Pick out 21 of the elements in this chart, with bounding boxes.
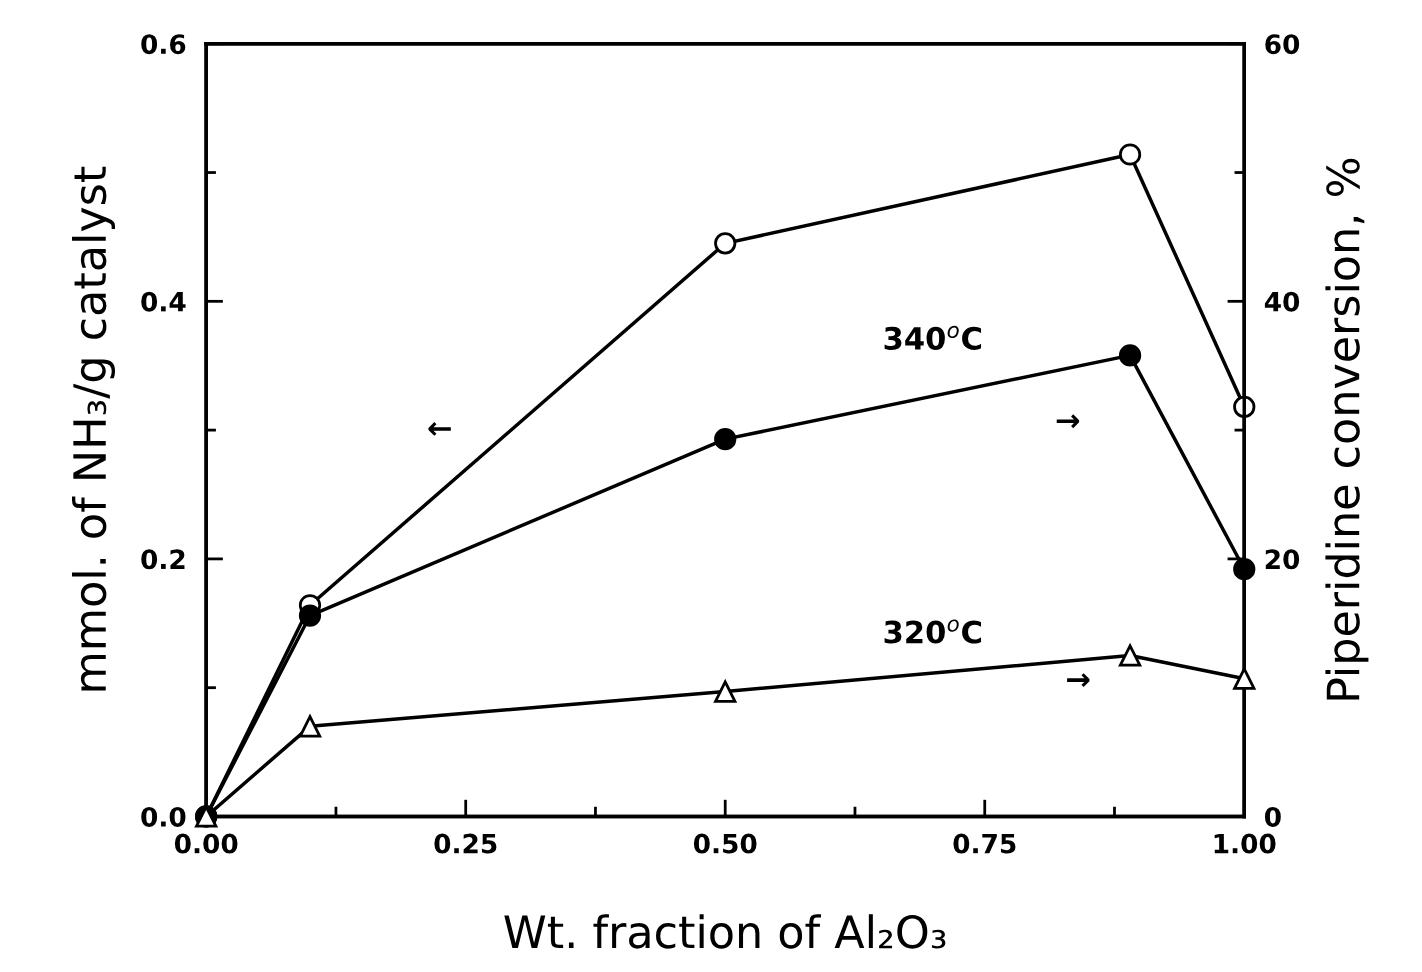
y2-tick-label: 60: [1265, 34, 1300, 55]
annotation: 320$^{o}$C: [884, 619, 982, 644]
y2-tick-label: 20: [1265, 549, 1300, 570]
y-axis-title: mmol. of NH₃/g catalyst: [71, 166, 115, 691]
x-tick-label: 1.00: [1214, 833, 1276, 854]
y2-tick-label: 0: [1264, 806, 1281, 827]
x-tick-label: 0.50: [693, 833, 757, 854]
x-tick-label: 0.00: [174, 833, 238, 854]
annotation: →: [1056, 414, 1080, 429]
annotation: ←: [428, 422, 451, 436]
annotation: →: [1067, 673, 1090, 688]
y2-axis-title: Piperidine conversion, %: [1325, 158, 1369, 700]
y2-tick-label: 40: [1264, 291, 1300, 312]
x-tick-label: 0.25: [434, 833, 497, 854]
x-tick-label: 0.75: [953, 833, 1016, 854]
annotation: 340$^{o}$C: [884, 325, 982, 350]
y-tick-label: 0.2: [141, 549, 185, 570]
y-tick-label: 0.0: [141, 806, 186, 827]
y-tick-label: 0.6: [141, 34, 186, 55]
x-axis-title: Wt. fraction of Al₂O₃: [504, 914, 946, 949]
y-tick-label: 0.4: [141, 291, 186, 312]
